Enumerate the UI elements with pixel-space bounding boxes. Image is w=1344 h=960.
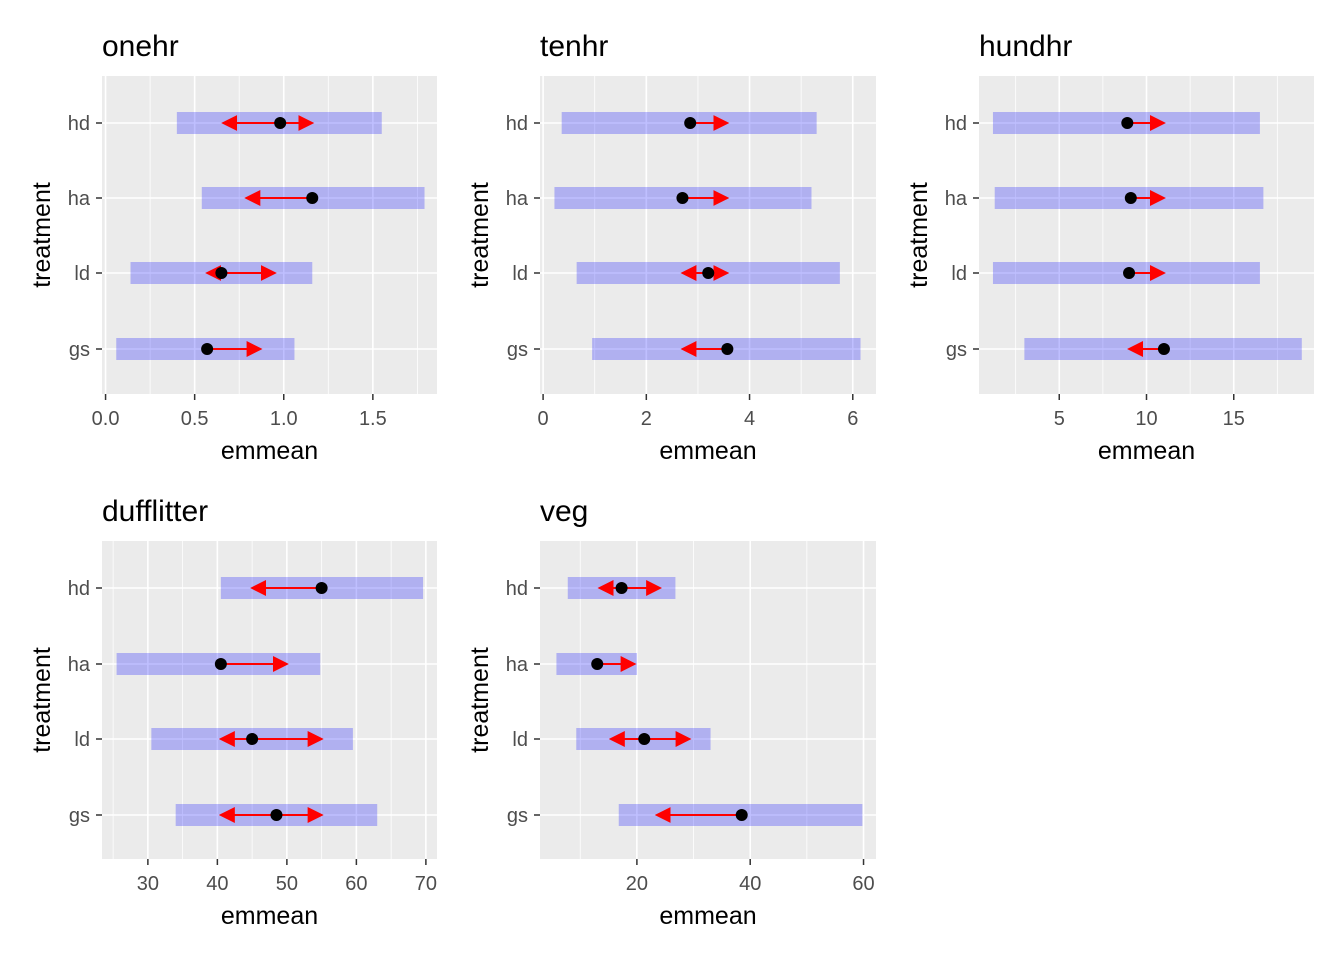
x-axis-title: emmean <box>1098 437 1195 465</box>
panel-onehr: gs ld ha hd 0.0 0.5 1.0 1.5 onehr emmean treatment <box>28 30 437 465</box>
panel-dufflitter: gs ld ha hd 30 40 50 60 70 dufflitter emmean treatm… <box>28 495 437 930</box>
panel-title: dufflitter <box>102 495 208 528</box>
x-tick-label: 5 <box>1054 408 1065 430</box>
y-tick-label-ld: ld <box>74 729 90 751</box>
y-tick-label-hd: hd <box>68 578 90 600</box>
y-tick-label-hd: hd <box>68 113 90 135</box>
emmean-point-ha <box>591 658 604 670</box>
emmean-point-gs <box>270 809 283 821</box>
y-axis-title: treatment <box>28 647 56 753</box>
y-tick-label-gs: gs <box>69 339 90 361</box>
emmean-point-ld <box>702 267 715 279</box>
emmean-point-gs <box>735 809 748 821</box>
y-tick-label-ld: ld <box>951 263 967 285</box>
y-tick-label-hd: hd <box>945 113 967 135</box>
emmean-point-ha <box>306 192 319 204</box>
panel-background <box>102 76 437 394</box>
x-tick-label: 10 <box>1135 408 1157 430</box>
x-tick-label: 1.0 <box>270 408 298 430</box>
x-axis-title: emmean <box>221 437 318 465</box>
emmean-point-ld <box>638 733 651 745</box>
panel-tenhr: gs ld ha hd 0 2 4 6 tenhr emmean treatment <box>466 30 876 465</box>
y-tick-label-ld: ld <box>512 729 528 751</box>
panel-title: veg <box>540 495 588 528</box>
panel-title: hundhr <box>979 30 1072 63</box>
x-tick-label: 60 <box>345 873 367 895</box>
y-tick-label-gs: gs <box>507 339 528 361</box>
y-tick-label-ha: ha <box>68 188 91 210</box>
emmean-point-ha <box>214 658 227 670</box>
y-tick-label-gs: gs <box>507 805 528 827</box>
y-tick-label-gs: gs <box>69 805 90 827</box>
x-tick-label: 30 <box>137 873 159 895</box>
panel-title: tenhr <box>540 30 608 63</box>
y-tick-label-ha: ha <box>506 188 529 210</box>
emmean-point-ha <box>1124 192 1137 204</box>
x-axis-title: emmean <box>221 902 318 930</box>
emmean-point-gs <box>201 343 214 355</box>
emmean-point-gs <box>721 343 734 355</box>
panel-background <box>540 76 876 394</box>
y-tick-label-ld: ld <box>512 263 528 285</box>
y-tick-label-hd: hd <box>506 113 528 135</box>
x-tick-label: 50 <box>276 873 298 895</box>
x-tick-label: 1.5 <box>359 408 387 430</box>
x-tick-label: 2 <box>641 408 652 430</box>
emmean-point-ld <box>1123 267 1136 279</box>
panel-background <box>540 541 876 859</box>
emmean-point-ld <box>215 267 228 279</box>
y-tick-label-ha: ha <box>506 654 529 676</box>
x-tick-label: 40 <box>206 873 228 895</box>
y-tick-label-ha: ha <box>945 188 968 210</box>
y-axis-title: treatment <box>28 182 56 288</box>
emmean-point-hd <box>315 582 328 594</box>
emmean-point-gs <box>1157 343 1170 355</box>
emmean-point-ld <box>246 733 259 745</box>
x-tick-label: 40 <box>739 873 761 895</box>
x-tick-label: 20 <box>626 873 648 895</box>
panel-background <box>102 541 437 859</box>
y-tick-label-hd: hd <box>506 578 528 600</box>
x-axis-title: emmean <box>659 902 756 930</box>
x-tick-label: 15 <box>1223 408 1245 430</box>
y-axis-title: treatment <box>466 647 494 753</box>
y-axis-title: treatment <box>466 182 494 288</box>
x-tick-label: 60 <box>852 873 874 895</box>
x-tick-label: 0.0 <box>92 408 120 430</box>
emmean-point-hd <box>684 117 697 129</box>
panel-title: onehr <box>102 30 179 63</box>
x-tick-label: 6 <box>847 408 858 430</box>
emmean-point-ha <box>676 192 689 204</box>
emmean-point-hd <box>1121 117 1134 129</box>
panel-hundhr: gs ld ha hd 5 10 15 hundhr emmean treatment <box>905 30 1314 465</box>
y-axis-title: treatment <box>905 182 933 288</box>
x-tick-label: 0 <box>538 408 549 430</box>
y-tick-label-ha: ha <box>68 654 91 676</box>
emmean-point-hd <box>274 117 287 129</box>
x-tick-label: 4 <box>744 408 755 430</box>
y-tick-label-ld: ld <box>74 263 90 285</box>
panel-veg: gs ld ha hd 20 40 60 veg emmean treatment <box>466 495 876 930</box>
x-tick-label: 70 <box>415 873 437 895</box>
y-tick-label-gs: gs <box>946 339 967 361</box>
x-axis-title: emmean <box>659 437 756 465</box>
emmean-point-hd <box>615 582 628 594</box>
x-tick-label: 0.5 <box>181 408 209 430</box>
